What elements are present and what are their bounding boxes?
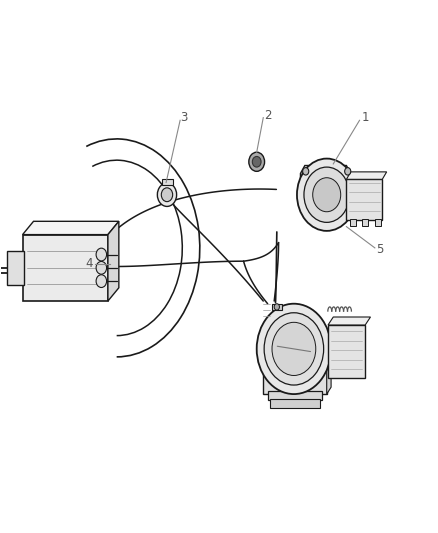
Polygon shape xyxy=(300,165,350,177)
Bar xyxy=(267,391,321,400)
Polygon shape xyxy=(108,221,119,301)
Text: 4: 4 xyxy=(85,257,92,270)
Bar xyxy=(269,399,319,408)
Bar xyxy=(349,219,356,225)
Text: 3: 3 xyxy=(180,111,187,124)
Circle shape xyxy=(303,167,349,222)
Bar xyxy=(374,219,381,225)
Polygon shape xyxy=(327,317,370,325)
Polygon shape xyxy=(22,221,119,235)
Circle shape xyxy=(296,159,356,231)
Polygon shape xyxy=(346,172,386,179)
Circle shape xyxy=(264,313,323,385)
Circle shape xyxy=(161,188,172,201)
Bar xyxy=(327,325,364,378)
Circle shape xyxy=(272,322,315,375)
Circle shape xyxy=(302,167,308,175)
Circle shape xyxy=(96,274,106,287)
Bar xyxy=(22,235,108,301)
Bar xyxy=(346,179,381,220)
Text: 5: 5 xyxy=(375,243,383,256)
Bar xyxy=(361,219,367,225)
Bar xyxy=(272,304,281,310)
Text: 2: 2 xyxy=(264,109,272,122)
Bar xyxy=(161,179,172,185)
Circle shape xyxy=(256,304,330,394)
Circle shape xyxy=(96,248,106,261)
Circle shape xyxy=(252,157,261,167)
Circle shape xyxy=(344,167,350,175)
Bar xyxy=(7,251,24,285)
Polygon shape xyxy=(263,350,330,357)
Circle shape xyxy=(248,152,264,171)
Circle shape xyxy=(274,304,279,310)
Polygon shape xyxy=(326,350,330,394)
Circle shape xyxy=(312,177,340,212)
Circle shape xyxy=(96,262,106,274)
Bar xyxy=(263,357,326,394)
Text: 1: 1 xyxy=(361,111,368,124)
Circle shape xyxy=(157,183,176,206)
